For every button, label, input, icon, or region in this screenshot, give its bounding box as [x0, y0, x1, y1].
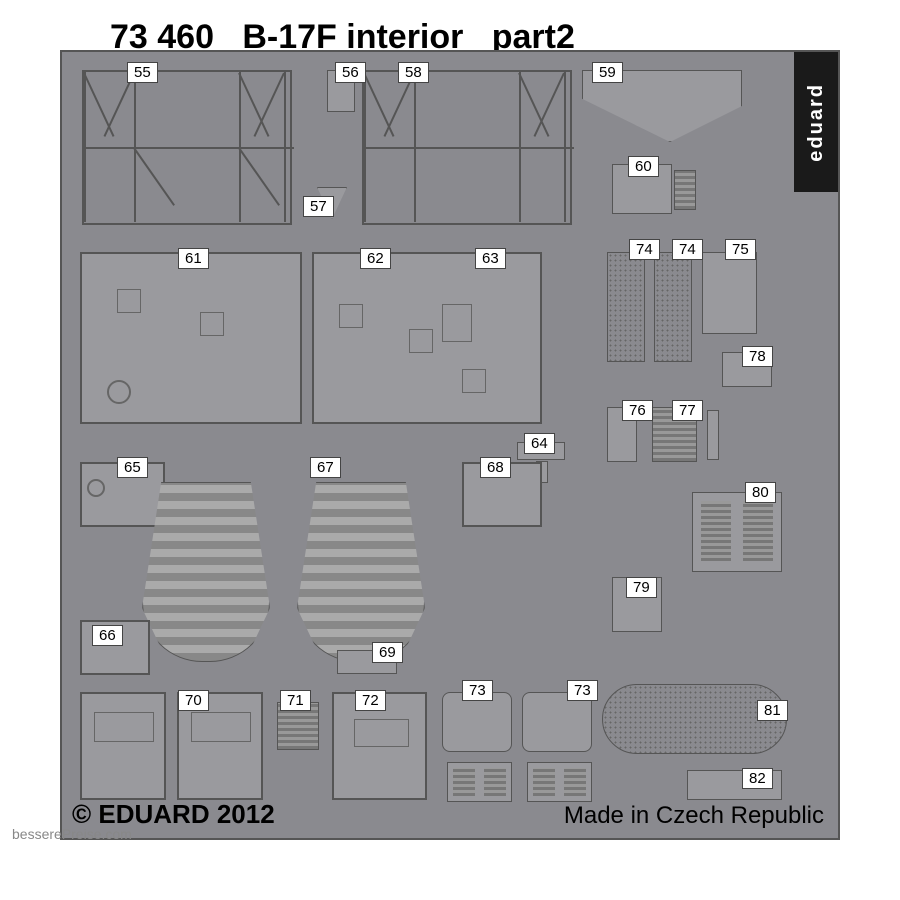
part-70a — [80, 692, 166, 800]
part-66a — [142, 482, 270, 662]
label-81: 81 — [757, 700, 788, 721]
watermark: besserePreise.com — [12, 826, 132, 842]
brand-text: eduard — [805, 83, 828, 162]
label-66: 66 — [92, 625, 123, 646]
part-67 — [297, 482, 425, 662]
brand-box: eduard — [794, 52, 838, 192]
label-63: 63 — [475, 248, 506, 269]
label-61: 61 — [178, 248, 209, 269]
part-77b — [707, 410, 719, 460]
label-77: 77 — [672, 400, 703, 421]
label-64: 64 — [524, 433, 555, 454]
part-74b — [654, 252, 692, 362]
label-59: 59 — [592, 62, 623, 83]
label-74: 74 — [629, 239, 660, 260]
label-58: 58 — [398, 62, 429, 83]
part-55 — [82, 70, 292, 225]
label-82: 82 — [742, 768, 773, 789]
label-57: 57 — [303, 196, 334, 217]
part-58 — [362, 70, 572, 225]
label-71: 71 — [280, 690, 311, 711]
label-72: 72 — [355, 690, 386, 711]
origin: Made in Czech Republic — [564, 802, 824, 830]
part-80 — [692, 492, 782, 572]
label-55: 55 — [127, 62, 158, 83]
part-61 — [80, 252, 302, 424]
part-74a — [607, 252, 645, 362]
label-70: 70 — [178, 690, 209, 711]
part-73b — [522, 692, 592, 752]
label-65: 65 — [117, 457, 148, 478]
part-62 — [312, 252, 542, 424]
label-62: 62 — [360, 248, 391, 269]
label-79: 79 — [626, 577, 657, 598]
label-76: 76 — [622, 400, 653, 421]
part-73a — [442, 692, 512, 752]
label-67: 67 — [310, 457, 341, 478]
label-69: 69 — [372, 642, 403, 663]
label-68: 68 — [480, 457, 511, 478]
part-ammo-right — [527, 762, 592, 802]
label-60: 60 — [628, 156, 659, 177]
part-ammo-left — [447, 762, 512, 802]
page-container: 73 460 B-17F interior part2 eduard — [0, 0, 900, 900]
label-75: 75 — [725, 239, 756, 260]
label-80: 80 — [745, 482, 776, 503]
label-73: 73 — [462, 680, 493, 701]
label-73: 73 — [567, 680, 598, 701]
label-74: 74 — [672, 239, 703, 260]
label-78: 78 — [742, 346, 773, 367]
photo-etch-fret: eduard — [60, 50, 840, 840]
label-56: 56 — [335, 62, 366, 83]
part-75 — [702, 252, 757, 334]
